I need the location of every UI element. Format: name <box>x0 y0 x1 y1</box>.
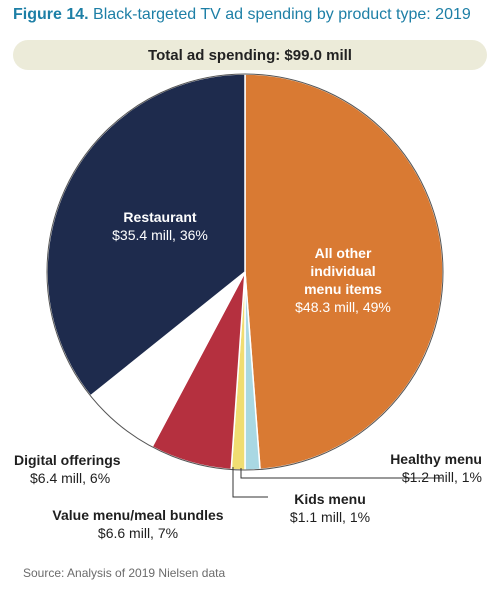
figure-number: Figure 14. <box>13 6 89 23</box>
leader-lines <box>232 467 442 498</box>
label-value-menu-name: Value menu/meal bundles <box>52 507 224 523</box>
label-healthy-name: Healthy menu <box>390 451 482 467</box>
label-restaurant: Restaurant $35.4 mill, 36% <box>80 208 240 244</box>
source-note: Source: Analysis of 2019 Nielsen data <box>23 566 226 580</box>
label-value-menu: Value menu/meal bundles $6.6 mill, 7% <box>18 506 258 542</box>
pie-slices <box>46 73 444 471</box>
label-healthy-menu: Healthy menu $1.2 mill, 1% <box>352 450 482 486</box>
label-restaurant-name: Restaurant <box>123 209 197 225</box>
label-all-other: All other individual menu items $48.3 mi… <box>268 244 418 316</box>
label-all-other-line-3: menu items <box>304 281 382 297</box>
total-spending-banner: Total ad spending: $99.0 mill <box>13 40 487 70</box>
label-digital-offerings: Digital offerings $6.4 mill, 6% <box>14 451 194 487</box>
leader-kids-menu <box>232 467 268 498</box>
figure-title-text: Black-targeted TV ad spending by product… <box>93 6 471 23</box>
label-digital-value: $6.4 mill, 6% <box>30 470 111 486</box>
leader-healthy-menu <box>240 468 442 479</box>
figure-title: Figure 14. Black-targeted TV ad spending… <box>13 6 471 24</box>
label-kids-menu: Kids menu $1.1 mill, 1% <box>270 490 390 526</box>
pie-outline <box>46 73 444 471</box>
label-restaurant-value: $35.4 mill, 36% <box>112 227 208 243</box>
label-all-other-line-2: individual <box>310 263 376 279</box>
label-all-other-line-1: All other <box>314 245 372 261</box>
label-digital-name: Digital offerings <box>14 452 121 468</box>
label-value-menu-value: $6.6 mill, 7% <box>97 525 179 541</box>
label-kids-value: $1.1 mill, 1% <box>289 509 371 525</box>
label-all-other-value: $48.3 mill, 49% <box>295 299 391 315</box>
label-healthy-value: $1.2 mill, 1% <box>401 469 482 485</box>
label-kids-name: Kids menu <box>294 491 366 507</box>
